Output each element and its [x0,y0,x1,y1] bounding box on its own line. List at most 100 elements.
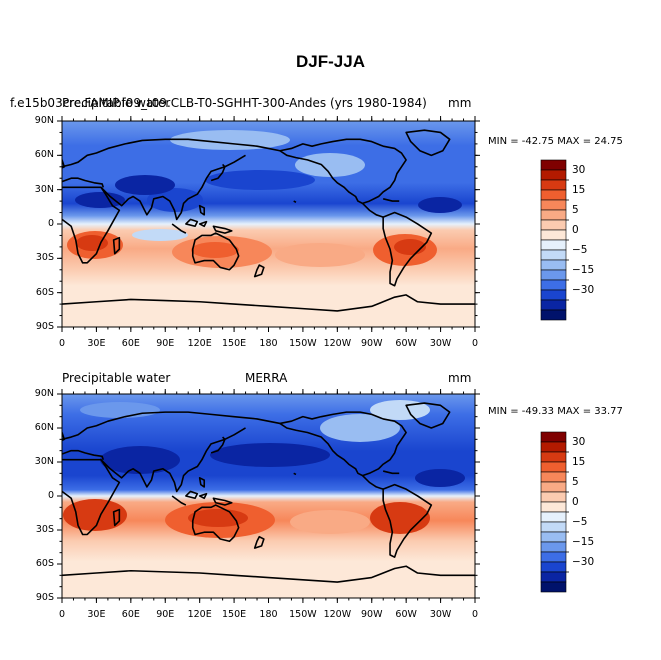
lat-tick-label: 30N [34,183,54,195]
panel2-min-max: MIN = -49.33 MAX = 33.77 [488,406,623,417]
lon-tick-label: 120E [187,609,212,620]
colorbar-swatch [540,259,567,271]
lon-tick-label: 150E [222,338,247,349]
panel2-colorbar [540,431,569,593]
colorbar-swatch [540,561,567,573]
lon-tick-label: 30E [87,609,106,620]
lon-tick-label: 0 [58,338,66,349]
colorbar-swatch [540,471,567,483]
colorbar-swatch [540,511,567,523]
lat-tick-label: 30S [35,524,54,535]
lon-tick-label: 150W [289,609,317,620]
lon-tick-label: 30W [429,609,452,620]
colorbar-swatch [540,179,567,191]
colorbar-label: 5 [572,476,579,488]
colorbar-swatch [540,159,567,171]
lon-tick-label: 120E [187,338,212,349]
lon-tick-label: 0 [471,609,479,620]
colorbar-label: 5 [572,204,579,216]
colorbar-swatch [540,531,567,543]
lon-tick-label: 90W [361,338,383,349]
lon-tick-label: 120W [323,609,352,620]
panel1-map [62,121,475,327]
lat-tick-label: 90S [35,321,54,332]
colorbar-swatch [540,219,567,231]
lon-tick-label: 90E [156,338,175,349]
colorbar-swatch [540,279,567,291]
colorbar-swatch [540,461,567,473]
colorbar-label: −15 [572,536,595,548]
lat-tick-label: 60N [34,149,54,161]
lon-tick-label: 30W [429,338,452,349]
colorbar-swatch [540,581,567,593]
colorbar-swatch [540,451,567,463]
lon-tick-label: 60E [121,338,140,349]
lon-tick-label: 180 [259,609,278,620]
lon-tick-label: 150E [222,609,247,620]
lat-tick-label: 0 [47,218,54,229]
lon-tick-label: 60W [395,338,417,349]
lat-tick-label: 30N [34,456,54,467]
lon-tick-label: 120W [323,338,352,349]
colorbar-label: −5 [572,244,588,256]
lat-tick-label: 0 [47,490,54,501]
colorbar-label: −5 [572,516,588,528]
colorbar-swatch [540,239,567,251]
colorbar-label: 0 [572,496,579,508]
panel1-units-label: mm [448,96,472,110]
colorbar-swatch [540,309,567,321]
colorbar-swatch [540,491,567,503]
colorbar-label: 15 [572,456,586,468]
colorbar-label: 0 [572,224,579,236]
colorbar-swatch [540,521,567,533]
lat-tick-label: 90N [34,115,54,126]
lat-tick-label: 60S [35,558,54,569]
colorbar-swatch [540,249,567,261]
colorbar-swatch [540,541,567,553]
panel2-source-label: MERRA [245,371,288,385]
axis-ticks [57,116,480,603]
colorbar-swatch [540,299,567,311]
lat-tick-label: 90N [34,388,54,399]
lat-tick-label: 90S [35,592,54,603]
colorbar-swatch [540,189,567,201]
colorbar-swatch [540,269,567,281]
lon-tick-label: 180 [259,338,278,349]
colorbar-swatch [540,501,567,513]
panel1-colorbar [540,159,569,321]
colorbar-swatch [540,441,567,453]
colorbar-label: −15 [572,264,595,276]
colorbar-label: −30 [572,556,595,568]
panel2-units-label: mm [448,371,472,385]
panel2-map [62,394,475,598]
figure-title: DJF-JJA [296,52,365,71]
lon-tick-label: 60E [121,609,140,620]
colorbar-swatch [540,481,567,493]
colorbar-swatch [540,551,567,563]
lon-tick-label: 150W [289,338,317,349]
colorbar-swatch [540,169,567,181]
colorbar-label: 30 [572,164,586,176]
colorbar-label: 15 [572,184,586,196]
lat-tick-label: 30S [35,252,54,264]
colorbar-swatch [540,199,567,211]
lon-tick-label: 60W [395,609,417,620]
lon-tick-label: 0 [471,338,479,349]
panel1-case-label: f.e15b03crc.FAMIP.f09_t09.CLB-T0-SGHHT-3… [10,96,427,110]
lat-tick-label: 60N [34,422,54,433]
panel1-variable-label: Precipitable water [62,96,171,110]
lon-tick-label: 90W [361,609,383,620]
colorbar-swatch [540,571,567,583]
colorbar-swatch [540,209,567,221]
colorbar-swatch [540,431,567,443]
panel2-variable-label: Precipitable water [62,371,171,385]
lat-tick-label: 60S [35,286,54,298]
lon-tick-label: 0 [58,609,66,620]
colorbar-swatch [540,289,567,301]
colorbar-label: 30 [572,436,586,448]
colorbar-swatch [540,229,567,241]
colorbar-label: −30 [572,284,595,296]
lon-tick-label: 90E [156,609,175,620]
panel1-min-max: MIN = -42.75 MAX = 24.75 [488,136,623,147]
